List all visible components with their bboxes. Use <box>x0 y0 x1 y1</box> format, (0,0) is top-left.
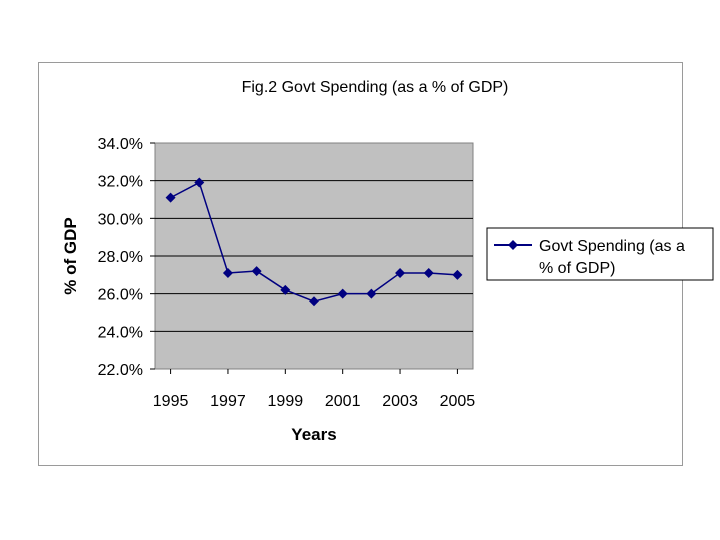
legend-label-line-1: Govt Spending (as a <box>539 238 685 255</box>
y-tick-label: 34.0% <box>98 136 143 153</box>
data-point <box>309 296 319 307</box>
data-point <box>165 192 176 203</box>
data-point <box>395 267 406 278</box>
data-point <box>251 266 262 277</box>
data-point <box>366 288 377 299</box>
data-point <box>280 284 291 295</box>
x-axis-ticks: 1995 1997 1999 2001 2003 2005 <box>153 369 476 410</box>
legend: Govt Spending (as a % of GDP) <box>486 227 714 281</box>
y-tick-label: 28.0% <box>98 249 143 266</box>
y-axis-ticks: 22.0% 24.0% 26.0% 28.0% 30.0% 32.0% 34.0% <box>98 136 155 379</box>
y-tick-label: 32.0% <box>98 174 143 191</box>
chart-title: Fig.2 Govt Spending (as a % of GDP) <box>242 79 509 96</box>
x-tick-label: 1995 <box>153 393 189 410</box>
y-axis-label: % of GDP <box>61 217 80 294</box>
y-tick-label: 24.0% <box>98 324 143 341</box>
series-layer <box>165 177 463 307</box>
data-point <box>423 267 434 278</box>
x-tick-label: 1997 <box>210 393 246 410</box>
x-tick-label: 1999 <box>268 393 304 410</box>
legend-marker <box>508 240 518 250</box>
y-tick-label: 26.0% <box>98 287 143 304</box>
legend-label-line-2: % of GDP) <box>539 260 615 277</box>
x-tick-label: 2001 <box>325 393 361 410</box>
data-point <box>452 269 463 280</box>
data-point <box>337 288 348 299</box>
data-point <box>194 177 205 188</box>
legend-box <box>486 227 714 281</box>
x-axis-label: Years <box>291 425 336 444</box>
y-tick-label: 22.0% <box>98 362 143 379</box>
x-tick-label: 2005 <box>440 393 476 410</box>
gridlines <box>155 180 473 332</box>
x-tick-label: 2003 <box>382 393 418 410</box>
y-tick-label: 30.0% <box>98 211 143 228</box>
data-point <box>222 267 233 278</box>
